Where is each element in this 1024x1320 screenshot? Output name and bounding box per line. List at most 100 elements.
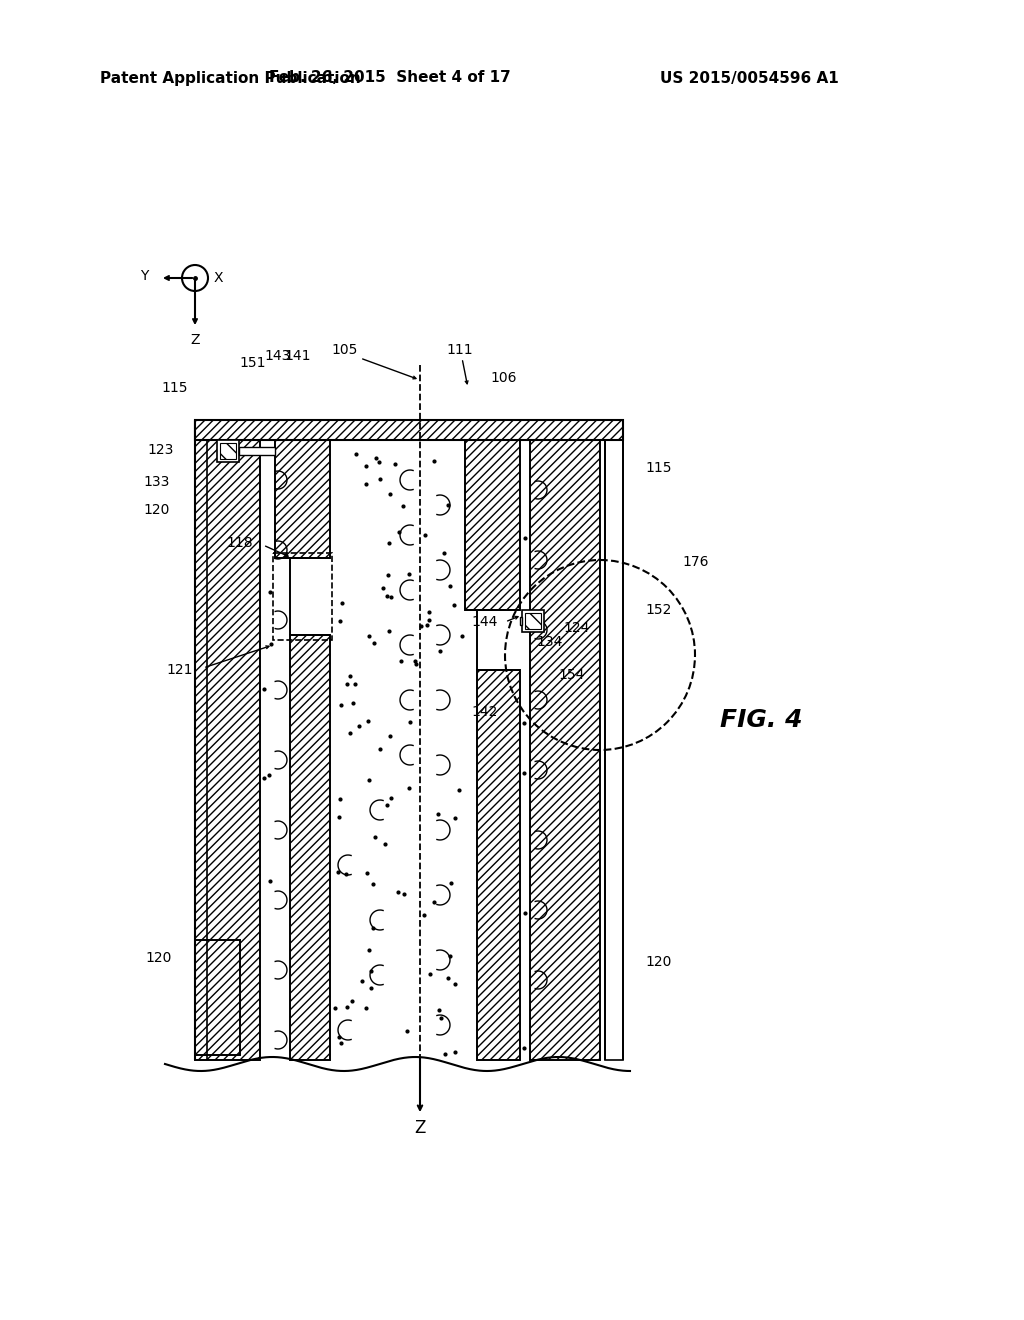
Point	[426, 451, 442, 473]
Point	[371, 451, 387, 473]
Point	[431, 999, 447, 1020]
Point	[358, 455, 375, 477]
Point	[339, 997, 355, 1018]
Bar	[275, 420, 330, 558]
Point	[400, 777, 417, 799]
Point	[365, 917, 381, 939]
Text: 133: 133	[143, 475, 170, 488]
Text: 120: 120	[145, 950, 172, 965]
Bar	[217, 440, 239, 462]
Point	[383, 787, 399, 808]
Point	[446, 595, 463, 616]
Point	[353, 970, 370, 991]
Text: 105: 105	[332, 343, 358, 356]
Text: Z: Z	[415, 1119, 426, 1137]
Point	[433, 1007, 450, 1028]
Bar	[195, 940, 240, 1055]
Text: 141: 141	[285, 348, 311, 363]
Point	[260, 764, 276, 785]
Text: Y: Y	[139, 269, 148, 282]
Point	[334, 593, 350, 614]
Point	[516, 713, 532, 734]
Point	[331, 807, 347, 828]
Point	[379, 795, 395, 816]
Point	[379, 585, 395, 606]
Point	[372, 738, 388, 759]
Point	[394, 495, 411, 516]
Point	[358, 862, 375, 883]
Text: 142: 142	[472, 705, 498, 719]
Point	[361, 940, 378, 961]
Point	[431, 640, 447, 661]
Bar	[330, 420, 465, 1060]
Text: 106: 106	[490, 371, 516, 385]
Point	[408, 653, 424, 675]
Bar	[220, 444, 236, 459]
Point	[366, 874, 382, 895]
Point	[400, 562, 417, 583]
Point	[419, 614, 435, 635]
Point	[447, 1041, 464, 1063]
Point	[368, 447, 384, 469]
Text: X: X	[214, 271, 223, 285]
Point	[362, 960, 379, 981]
Text: 154: 154	[558, 668, 585, 682]
Point	[375, 578, 391, 599]
Point	[454, 626, 470, 647]
Point	[516, 903, 532, 924]
Bar	[239, 447, 275, 455]
Point	[331, 1026, 347, 1047]
Point	[347, 444, 364, 465]
Text: US 2015/0054596 A1: US 2015/0054596 A1	[660, 70, 839, 86]
Point	[447, 807, 464, 828]
Text: 152: 152	[645, 603, 672, 616]
Point	[332, 610, 348, 631]
Bar	[530, 420, 600, 1060]
Point	[332, 788, 348, 809]
Point	[446, 974, 463, 995]
Point	[517, 527, 534, 548]
Point	[382, 726, 398, 747]
Point	[327, 998, 343, 1019]
Text: FIG. 4: FIG. 4	[720, 708, 803, 733]
Point	[361, 626, 378, 647]
Text: 120: 120	[143, 503, 170, 517]
Point	[346, 673, 362, 694]
Text: 151: 151	[240, 356, 266, 370]
Point	[367, 826, 383, 847]
Bar	[605, 420, 623, 1060]
Point	[413, 615, 429, 636]
Point	[422, 964, 438, 985]
Point	[392, 651, 409, 672]
Point	[333, 694, 349, 715]
Point	[398, 1020, 415, 1041]
Point	[408, 651, 424, 672]
Point	[402, 711, 419, 733]
Bar	[273, 553, 332, 640]
Point	[338, 863, 354, 884]
Text: 176: 176	[682, 554, 709, 569]
Bar	[465, 420, 520, 610]
Point	[333, 1032, 349, 1053]
Text: 111: 111	[446, 343, 473, 356]
Point	[372, 469, 388, 490]
Point	[351, 715, 368, 737]
Point	[440, 495, 457, 516]
Text: 115: 115	[645, 461, 672, 475]
Point	[395, 883, 412, 904]
Bar	[525, 612, 541, 630]
Text: Z: Z	[190, 333, 200, 347]
Bar	[477, 671, 520, 1060]
Point	[387, 453, 403, 474]
Bar	[195, 420, 260, 1060]
Point	[263, 634, 280, 655]
Point	[383, 586, 399, 607]
Point	[440, 968, 457, 989]
Text: Feb. 26, 2015  Sheet 4 of 17: Feb. 26, 2015 Sheet 4 of 17	[269, 70, 511, 86]
Point	[451, 780, 467, 801]
Text: Patent Application Publication: Patent Application Publication	[100, 70, 360, 86]
Point	[379, 565, 395, 586]
Point	[256, 678, 272, 700]
Point	[436, 1043, 453, 1064]
Point	[441, 945, 458, 966]
